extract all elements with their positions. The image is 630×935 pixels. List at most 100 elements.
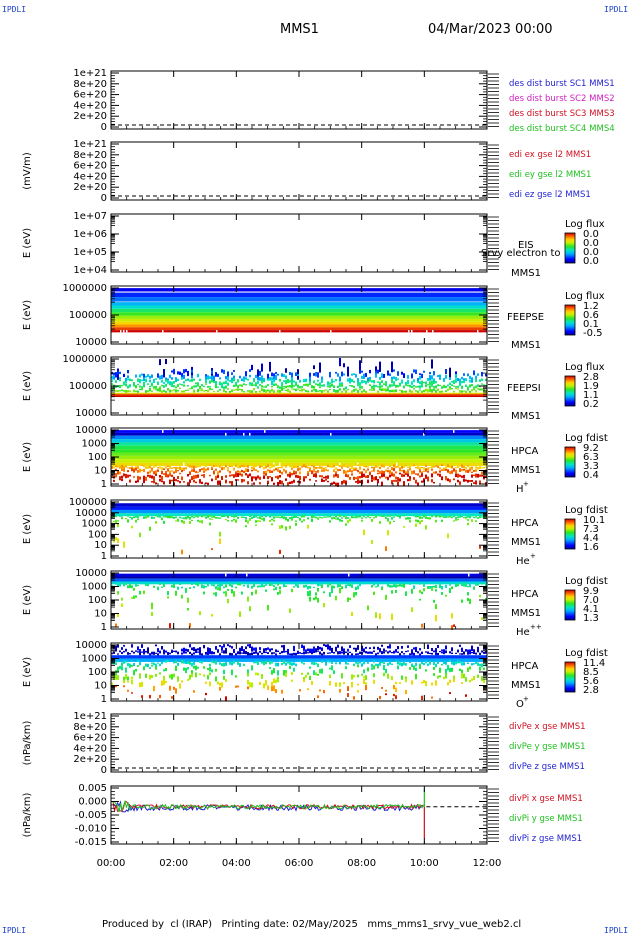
spectro-cell [269, 520, 271, 522]
spectro-cell [229, 481, 231, 484]
spectro-cell [273, 516, 275, 519]
spectro-cell [349, 465, 351, 467]
spectro-cell [387, 386, 389, 388]
spectro-cell [231, 377, 233, 382]
spectro-cell [153, 466, 155, 468]
spectro-cell [271, 686, 273, 692]
spectro-cell [133, 587, 135, 591]
spectro-cell [407, 517, 409, 520]
spectro-cell [205, 692, 207, 696]
spectro-cell [123, 650, 125, 653]
spectro-cell [463, 474, 465, 479]
spectro-cell [387, 476, 389, 481]
spectro-cell [311, 680, 313, 685]
spectro-cell [399, 653, 401, 656]
overlay-label: Srvy electron to [481, 248, 561, 259]
spectro-cell [157, 662, 159, 664]
spectro-cell [225, 479, 227, 484]
spectro-cell [281, 382, 283, 387]
spectro-cell [381, 388, 383, 392]
spacecraft-label: MMS1 [511, 411, 541, 422]
spectro-gap [411, 330, 413, 333]
spectro-cell [139, 682, 141, 688]
spectro-cell [325, 516, 327, 518]
spectro-cell [151, 383, 153, 387]
spectro-cell [289, 608, 291, 613]
spectro-cell [145, 583, 147, 586]
spectro-cell [319, 382, 321, 386]
spectro-cell [161, 374, 163, 380]
spectro-cell [271, 388, 273, 392]
spectro-cell [377, 472, 379, 475]
y-tick-label: 1e+05 [73, 247, 107, 258]
spectro-cell [327, 644, 329, 650]
spectro-cell [481, 663, 483, 668]
spectro-cell [433, 599, 435, 603]
spectro-cell [215, 646, 217, 650]
spectro-cell [397, 385, 399, 388]
spectro-cell [245, 371, 247, 377]
spectro-cell [183, 384, 185, 387]
spectro-cell [431, 383, 433, 387]
spectro-cell [283, 583, 285, 588]
spectro-cell [401, 662, 403, 667]
spectro-cell [253, 647, 255, 651]
spectro-cell [285, 478, 287, 481]
spectro-cell [347, 652, 349, 656]
spectro-cell [261, 516, 263, 518]
spectro-cell [177, 389, 179, 392]
spectro-cell [449, 660, 451, 662]
spectro-cell [317, 695, 319, 699]
spectro-cell [165, 668, 167, 672]
spectro-cell [341, 651, 343, 654]
spectro-cell [251, 382, 253, 387]
spectro-cell [169, 479, 171, 485]
observatory-title: MMS1 [280, 22, 319, 37]
spectro-cell [453, 465, 455, 467]
spectro-cell [479, 379, 481, 382]
spectro-cell [227, 520, 229, 522]
spectro-cell [303, 585, 305, 588]
spectro-cell [323, 476, 325, 479]
spectro-cell [141, 469, 143, 472]
legend-entry: des dist burst SC2 MMS2 [509, 94, 615, 104]
spectro-cell [413, 379, 415, 383]
spectro-cell [301, 515, 303, 518]
spectro-cell [263, 471, 265, 475]
spectro-cell [199, 386, 201, 389]
spectro-cell [411, 663, 413, 667]
spectro-cell [239, 611, 241, 617]
spectro-cell [197, 666, 199, 669]
spectro-cell [379, 470, 381, 474]
y-tick-label: 10000 [75, 640, 107, 651]
spectro-cell [361, 473, 363, 478]
colorbar [564, 518, 576, 550]
spectro-cell [381, 651, 383, 655]
spectro-cell [219, 464, 221, 468]
spectro-cell [353, 389, 355, 392]
spectro-cell [111, 380, 113, 383]
spectro-cell [183, 369, 185, 374]
spectro-cell [443, 661, 445, 664]
spectro-cell [279, 466, 281, 469]
spectro-cell [441, 649, 443, 652]
spectro-cell [173, 661, 175, 664]
spectro-cell [279, 389, 281, 394]
spectro-cell [411, 651, 413, 655]
spectro-cell [437, 384, 439, 387]
spectro-cell [153, 480, 155, 484]
spectro-cell [399, 682, 401, 685]
spectro-cell [187, 378, 189, 381]
spectro-cell [337, 651, 339, 655]
spectro-cell [321, 517, 323, 519]
spectro-cell [477, 473, 479, 478]
spectro-cell [187, 515, 189, 519]
spectro-cell [235, 464, 237, 468]
spectro-cell [395, 466, 397, 469]
spectro-cell [185, 667, 187, 674]
spectro-cell [181, 594, 183, 599]
spectro-cell [173, 516, 175, 519]
spectro-cell [423, 381, 425, 384]
spectro-cell [461, 669, 463, 674]
spectro-cell [171, 377, 173, 380]
